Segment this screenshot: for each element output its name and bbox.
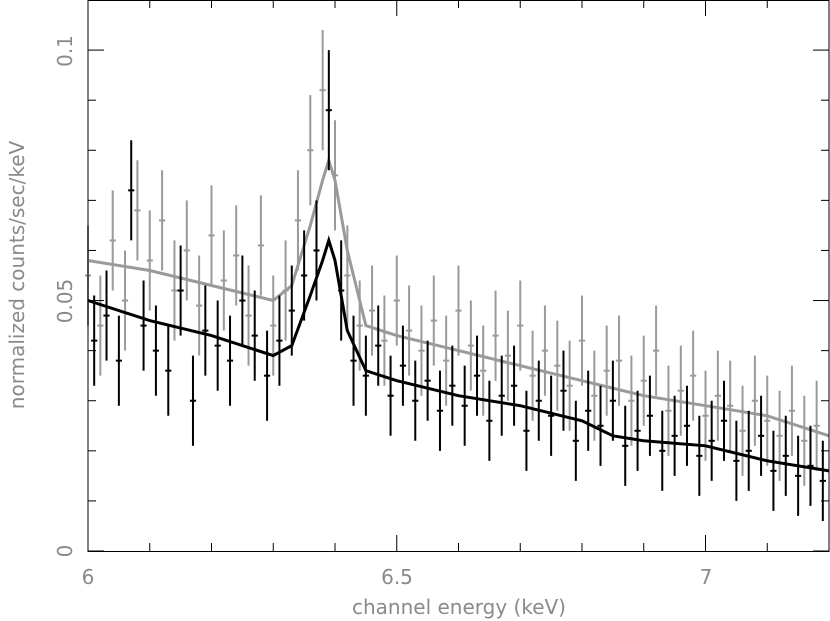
y-tick-label: 0 — [53, 545, 77, 558]
light-series-model-line — [87, 155, 830, 438]
dark-series-model-line — [87, 235, 830, 473]
y-axis-label: normalized counts/sec/keV — [5, 140, 29, 409]
ticks-group — [87, 0, 830, 552]
x-tick-label: 7 — [700, 565, 713, 589]
y-tick-label: 0.1 — [53, 35, 77, 67]
dark-series-group — [87, 50, 830, 521]
x-tick-label: 6.5 — [381, 565, 413, 589]
x-tick-label: 6 — [82, 565, 95, 589]
light-series-group — [84, 30, 830, 486]
y-tick-label: 0.05 — [53, 279, 77, 324]
x-axis-label: channel energy (keV) — [352, 595, 566, 619]
